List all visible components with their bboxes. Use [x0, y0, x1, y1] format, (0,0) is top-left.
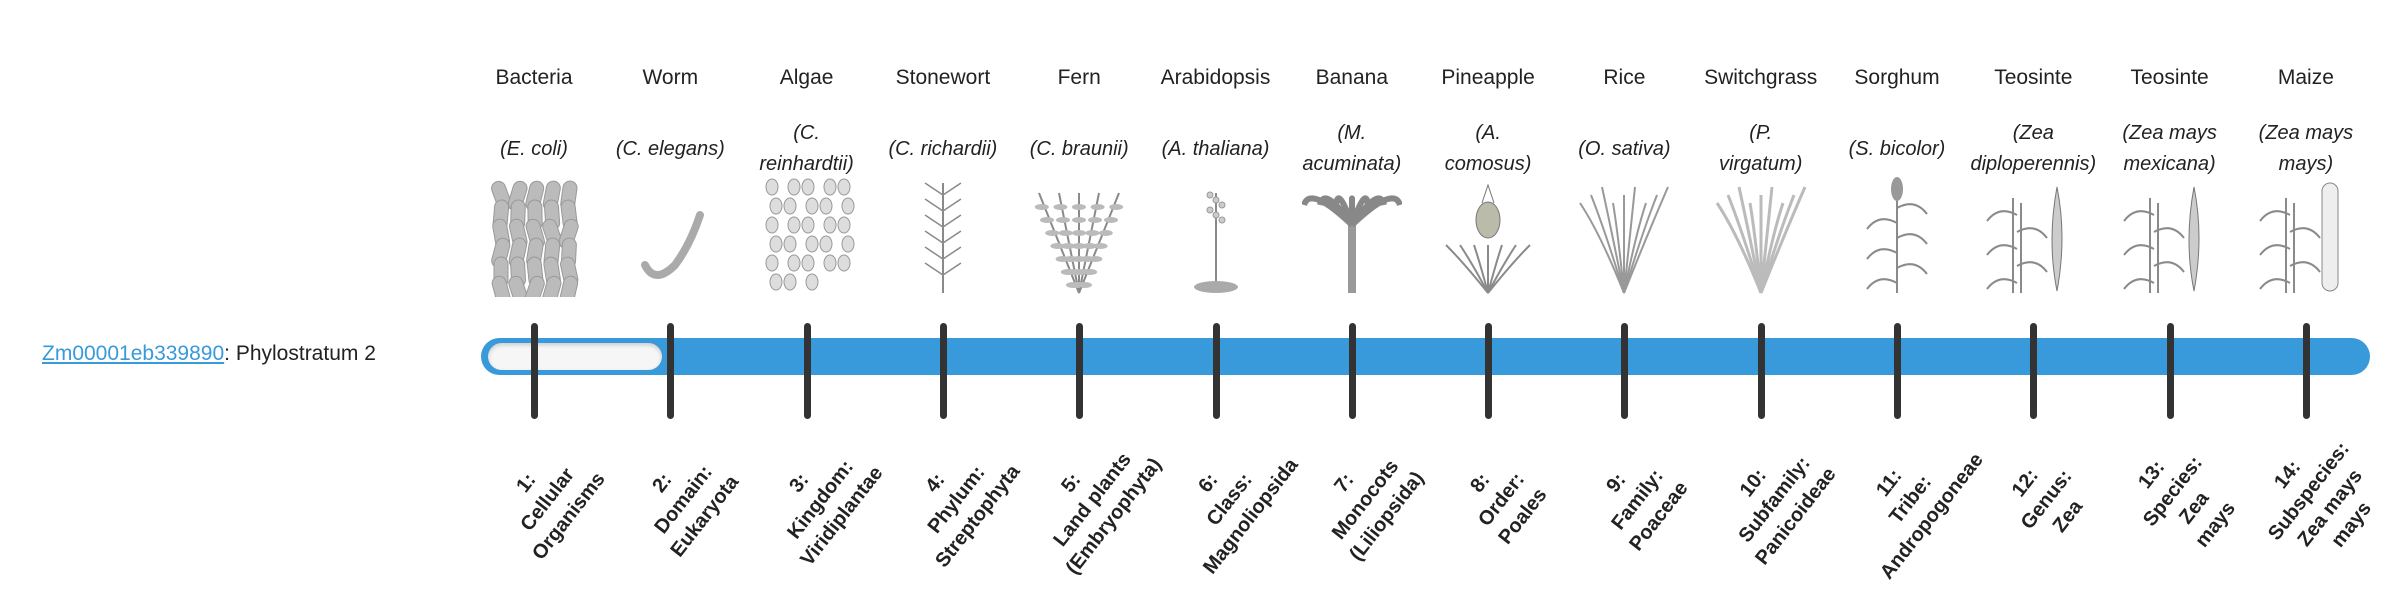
scientific-name: (C. richardii) — [871, 112, 1015, 186]
teosinte-icon — [1983, 175, 2083, 297]
scientific-name: (S. bicolor) — [1825, 112, 1969, 186]
rice-icon — [1574, 175, 1674, 297]
banana-icon — [1300, 175, 1403, 297]
scientific-name-line: (O. sativa) — [1578, 137, 1671, 160]
scientific-name: (A. thaliana) — [1144, 112, 1288, 186]
phylostratum-tick — [2030, 323, 2038, 419]
scientific-name: (C. elegans) — [598, 112, 742, 186]
scientific-name-line: mexicana) — [2123, 153, 2216, 175]
pineapple-icon — [1438, 175, 1538, 297]
common-name: Pineapple — [1441, 66, 1535, 89]
bacteria-icon — [484, 175, 584, 307]
rank-label: 12: Genus: Zea — [1954, 396, 2141, 603]
scientific-name-line: reinhardtii) — [759, 153, 854, 175]
scientific-name-line: (P. — [1749, 122, 1773, 144]
phylostratum-tick — [1348, 323, 1356, 419]
teosinte-mexicana-icon — [2120, 175, 2220, 297]
phylostratum-track — [488, 343, 663, 370]
scientific-name-line: comosus) — [1444, 153, 1532, 175]
scientific-name: (P. virgatum) — [1689, 112, 1833, 186]
scientific-name-line: (C. richardii) — [888, 137, 998, 160]
scientific-name: (M. acuminata) — [1280, 112, 1424, 186]
phylostratum-tick — [1212, 323, 1220, 419]
common-name: Maize — [2277, 66, 2334, 89]
common-name: Teosinte — [2130, 66, 2209, 89]
scientific-name: (Zea diploperennis) — [1961, 112, 2105, 186]
gene-label: Zm00001eb339890: Phylostratum 2 — [42, 342, 376, 366]
phylostratum-tick — [1485, 323, 1493, 419]
phylostratum-tick — [939, 323, 947, 419]
scientific-name: (C. reinhardtii) — [735, 112, 879, 186]
scientific-name-line: (A. — [1475, 122, 1501, 144]
scientific-name: (A. comosus) — [1416, 112, 1560, 186]
phylostratum-tick — [2302, 323, 2310, 419]
scientific-name: (E. coli) — [462, 112, 606, 186]
phylostratum-tick — [803, 323, 811, 419]
scientific-name-line: (S. bicolor) — [1848, 137, 1946, 160]
switchgrass-icon — [1711, 175, 1811, 297]
rank-label: 6: Class: Magnoliopsida — [1136, 396, 1323, 603]
scientific-name-line: (C. braunii) — [1029, 137, 1129, 160]
scientific-name: (Zea mays mexicana) — [2098, 112, 2242, 186]
scientific-name-line: (Zea mays — [2122, 122, 2217, 144]
scientific-name-line: (C. elegans) — [615, 137, 725, 160]
scientific-name-line: virgatum) — [1719, 153, 1803, 175]
phylostratum-tick — [1076, 323, 1084, 419]
scientific-name-line: acuminata) — [1302, 153, 1402, 175]
common-name: Switchgrass — [1704, 66, 1818, 89]
common-name: Rice — [1603, 66, 1646, 89]
algae-icon — [757, 175, 857, 297]
maize-icon — [2256, 175, 2356, 297]
scientific-name: (Zea mays mays) — [2234, 112, 2378, 186]
rank-label: 10: Subfamily: Panicoideae — [1681, 396, 1868, 603]
scientific-name-line: (Zea — [2012, 122, 2054, 144]
common-name: Arabidopsis — [1160, 66, 1271, 89]
fern-icon — [1029, 175, 1129, 297]
common-name: Fern — [1057, 66, 1101, 89]
rank-label: 3: Kingdom: Viridiplantae — [727, 396, 914, 603]
phylostratum-tick — [1894, 323, 1901, 419]
rank-label: 9: Family: Poaceae — [1545, 396, 1732, 603]
common-name: Worm — [642, 66, 699, 89]
phylostratum-tick — [1621, 323, 1629, 419]
scientific-name-line: (E. coli) — [500, 137, 568, 160]
scientific-name-line: diploperennis) — [1970, 153, 2097, 175]
phylostratum-tick — [667, 323, 675, 419]
common-name: Sorghum — [1854, 66, 1940, 89]
scientific-name-line: (C. — [793, 122, 820, 144]
scientific-name: (C. braunii) — [1007, 112, 1151, 186]
rank-label: 2: Domain: Eukaryota — [591, 396, 778, 603]
worm-icon — [620, 175, 720, 297]
phylostratum-bar — [481, 338, 2370, 375]
scientific-name-line: (M. — [1337, 122, 1367, 144]
common-name: Algae — [779, 66, 834, 89]
common-name: Teosinte — [1994, 66, 2073, 89]
scientific-name-line: (A. thaliana) — [1161, 137, 1270, 160]
scientific-name-line: (Zea mays — [2258, 122, 2354, 144]
phylostratum-tick — [531, 323, 538, 419]
phylostratum-tick — [2166, 323, 2174, 419]
common-name: Stonewort — [895, 66, 991, 89]
rank-label: 1: Cellular Organisms — [455, 396, 642, 603]
sorghum-icon — [1847, 175, 1947, 297]
common-name: Banana — [1315, 66, 1388, 89]
scientific-name: (O. sativa) — [1552, 112, 1696, 186]
scientific-name-line: mays) — [2278, 153, 2334, 175]
arabidopsis-icon — [1166, 175, 1266, 297]
stonewort-icon — [893, 175, 993, 297]
gene-link[interactable]: Zm00001eb339890 — [42, 342, 225, 365]
phylostratum-tick — [1757, 323, 1765, 419]
phylostratum-text: : Phylostratum 2 — [224, 342, 376, 365]
common-name: Bacteria — [495, 66, 573, 89]
